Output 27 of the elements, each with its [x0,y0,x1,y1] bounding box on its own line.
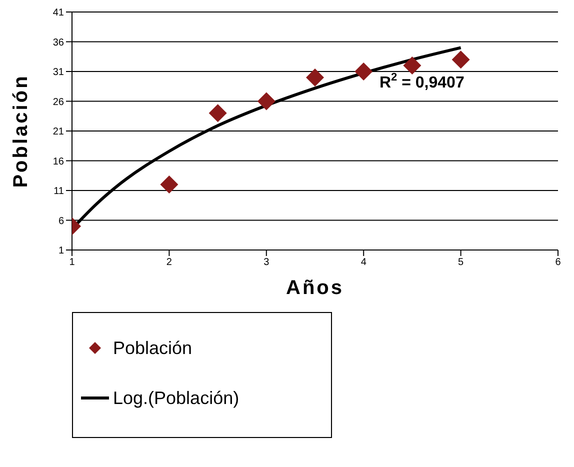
y-tick-label: 31 [52,67,64,78]
point [403,56,422,75]
point [160,176,178,194]
legend-label: Población [113,338,192,358]
y-tick-label: 41 [52,8,64,19]
x-tick-label: 4 [360,257,367,268]
y-tick-label: 21 [52,126,64,138]
annotation: R$^{2}$ = 0,9407 [379,71,464,92]
legend-label: Log.(Población) [113,388,240,408]
x-tick-label: 5 [458,257,464,268]
x-tick-label: 1 [69,257,76,268]
x-tick-label: 6 [555,257,562,268]
x-tick-label: 2 [166,257,172,268]
point [306,68,324,86]
y-tick-label: 1 [58,246,64,257]
y-axis-title: Población [10,74,32,188]
y-tick-label: 6 [58,216,64,227]
y-tick-label: 11 [54,186,64,198]
point [354,62,373,80]
point [257,92,276,110]
y-tick-label: 16 [52,156,64,168]
point [208,104,227,122]
y-tick-label: 36 [52,37,64,48]
x-axis-title: Años [286,277,344,299]
x-tick-label: 3 [264,257,270,268]
point [452,50,470,69]
y-tick-label: 26 [52,96,64,108]
